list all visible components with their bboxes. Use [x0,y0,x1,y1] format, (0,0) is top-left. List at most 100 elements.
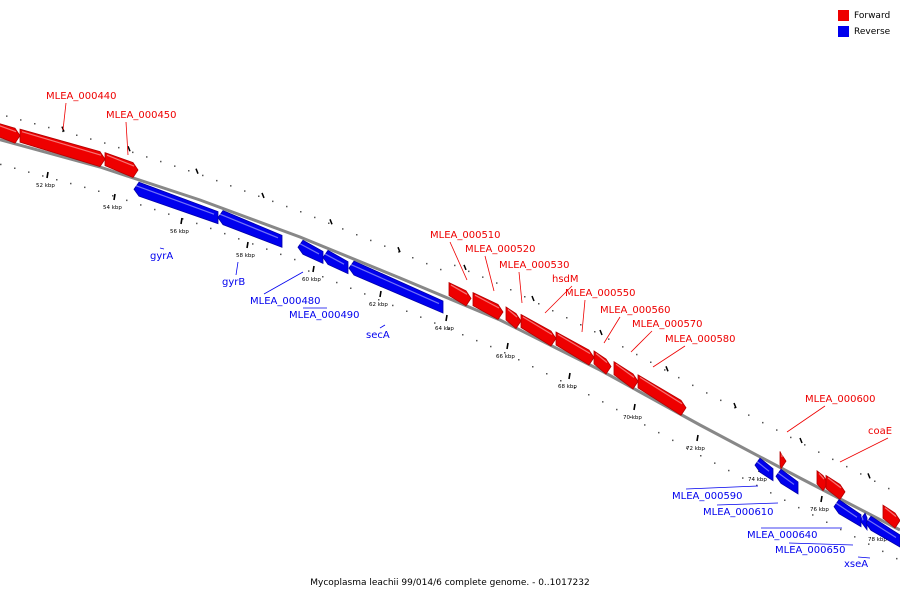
forward-leader [62,102,67,131]
forward-gene-label: MLEA_000600 [805,394,876,405]
guide-dot [356,234,358,236]
guide-dot [840,528,842,531]
guide-dot [860,473,862,475]
reverse-gene-r2[interactable] [217,210,283,248]
forward-gene-f14[interactable] [882,504,900,529]
guide-dot [832,458,834,461]
guide-dot [692,384,694,387]
reverse-gene-r7[interactable] [775,468,799,495]
legend-reverse-label: Reverse [854,26,891,37]
forward-leader [630,330,653,353]
guide-dot [6,115,8,117]
reverse-leader [379,324,386,329]
forward-gene-f8-shine [595,353,608,364]
reverse-gene-r10[interactable] [865,515,900,548]
scale-tick-label: 64 kbp [435,326,454,332]
scale-tick-label: 76 kbp [810,507,829,513]
scale-tick-label: 58 kbp [236,253,255,259]
gene-labels: MLEA_000440 MLEA_000450 MLEA_000510 MLEA_00… [46,91,892,570]
guide-dot [636,353,638,356]
reverse-gene-r6-body [754,457,774,482]
reverse-gene-label: MLEA_000490 [289,310,360,321]
guide-dot [678,376,680,379]
scale-tick-label: 60 kbp [302,277,321,283]
guide-dot [272,200,274,203]
guide-dot [314,216,316,219]
reverse-leader [235,261,239,276]
forward-leader [518,271,523,304]
guide-mark [261,192,265,199]
forward-gene-f2-body [104,152,139,179]
guide-dot [244,190,246,192]
scale-tick-label: 56 kbp [170,229,189,235]
guide-dot [90,138,92,140]
forward-gene-f14-shine [884,507,897,517]
guide-dot [748,414,750,416]
genes [0,122,900,548]
forward-gene-f7[interactable] [555,331,595,366]
guide-dot [412,257,414,259]
forward-gene-f1-shine [21,131,102,156]
guide-dot [104,142,106,144]
forward-leader [449,241,468,281]
guide-dot [644,424,646,426]
forward-gene-f3-shine [450,284,468,295]
guide-dot [700,455,702,457]
scale-tick-mark [568,372,571,380]
position-dots [0,115,898,560]
guide-dot [608,338,610,340]
forward-gene-f13[interactable] [825,474,846,500]
reverse-leader [788,542,854,546]
guide-dot [210,227,212,230]
guide-dot [98,190,100,192]
forward-gene-f4[interactable] [472,292,504,321]
guide-dot [118,146,120,149]
guide-dot [664,369,666,371]
guide-dot [76,134,78,136]
guide-dot [566,317,568,319]
forward-gene-f2[interactable] [104,152,139,179]
legend-forward-label: Forward [854,10,891,21]
guide-dot [280,253,282,256]
forward-gene-f6-body [520,313,557,347]
reverse-gene-r6[interactable] [754,457,774,482]
guide-dot [174,165,176,167]
guide-dot [882,550,884,553]
forward-gene-f9[interactable] [613,360,639,390]
reverse-gene-r10-shine [867,519,897,539]
forward-leader [603,316,621,344]
reverse-gene-r4[interactable] [322,249,349,275]
guide-mark [599,329,603,336]
guide-dot [896,557,898,560]
reverse-swatch [838,26,849,37]
forward-gene-f5[interactable] [505,306,522,330]
reverse-leader [857,556,871,559]
forward-gene-f8[interactable] [593,350,612,375]
forward-gene-f1[interactable] [19,128,106,168]
guide-dot [56,179,58,181]
reverse-leader [263,271,304,295]
reverse-gene-r5[interactable] [348,260,444,314]
scale-tick-label: 72 kbp [686,446,705,452]
scale-tick-mark [113,193,116,201]
guide-dot [826,521,828,523]
forward-gene-f12[interactable] [816,470,829,492]
guide-dot [28,171,30,173]
forward-gene-f6[interactable] [520,313,557,347]
reverse-gene-r10-body [865,515,900,548]
forward-gene-f11[interactable] [779,451,787,470]
guide-dot [384,245,386,247]
forward-gene-f14-body [882,504,900,529]
forward-gene-f6-shine [522,316,553,336]
guide-dot [154,208,156,211]
guide-mark [665,366,669,372]
guide-dot [630,416,632,418]
guide-dot [440,268,442,271]
forward-gene-label: MLEA_000530 [499,260,570,271]
reverse-gene-r8-shine [835,502,858,518]
forward-swatch [838,10,849,21]
forward-gene-f3[interactable] [448,281,472,307]
forward-gene-f0[interactable] [0,122,21,144]
forward-gene-f10[interactable] [637,374,687,416]
guide-dot [868,543,870,545]
